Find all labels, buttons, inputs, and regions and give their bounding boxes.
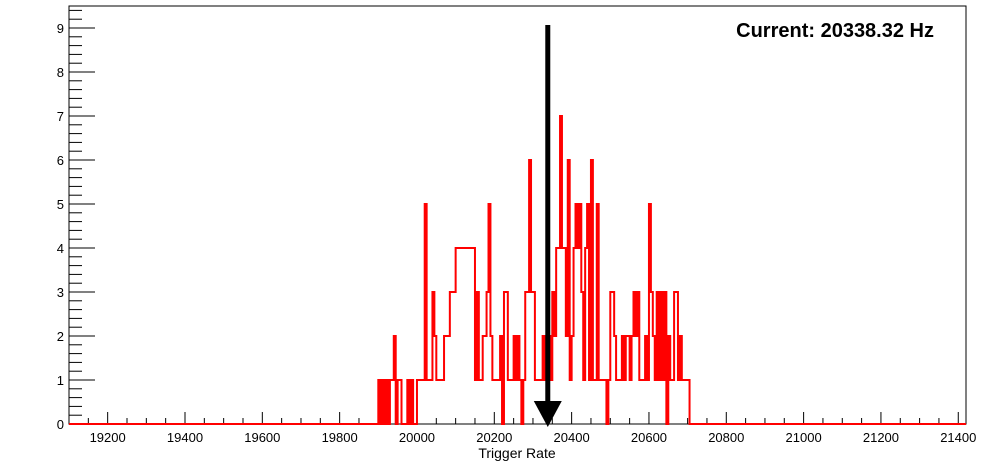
y-tick-label: 0 <box>57 417 64 432</box>
y-tick-label: 6 <box>57 153 64 168</box>
y-tick-label: 4 <box>57 241 64 256</box>
x-tick-label: 20000 <box>399 430 435 445</box>
y-tick-label: 5 <box>57 197 64 212</box>
x-tick-label: 19400 <box>167 430 203 445</box>
x-tick-label: 19600 <box>244 430 280 445</box>
y-tick-label: 3 <box>57 285 64 300</box>
y-tick-label: 1 <box>57 373 64 388</box>
current-rate-arrow <box>533 25 562 427</box>
x-tick-label: 19800 <box>322 430 358 445</box>
current-rate-arrow-head <box>533 401 562 427</box>
x-tick-label: 20200 <box>476 430 512 445</box>
y-tick-label: 7 <box>57 109 64 124</box>
current-rate-label: Current: 20338.32 Hz <box>736 20 934 42</box>
y-axis-tick-labels: 0 1 2 3 4 5 6 7 8 9 <box>57 21 64 432</box>
x-axis-title: Trigger Rate <box>478 445 556 461</box>
x-tick-label: 21400 <box>940 430 976 445</box>
x-tick-label: 19200 <box>90 430 126 445</box>
x-tick-label: 20800 <box>708 430 744 445</box>
x-axis-tick-labels: 19200 19400 19600 19800 20000 20200 20400 20600… <box>90 430 977 445</box>
histogram-series-line <box>69 115 966 425</box>
x-tick-label: 21000 <box>786 430 822 445</box>
y-tick-label: 8 <box>57 65 64 80</box>
x-tick-label: 21200 <box>863 430 899 445</box>
x-tick-label: 20600 <box>631 430 667 445</box>
x-tick-label: 20400 <box>554 430 590 445</box>
y-tick-label: 9 <box>57 21 64 36</box>
y-tick-label: 2 <box>57 329 64 344</box>
